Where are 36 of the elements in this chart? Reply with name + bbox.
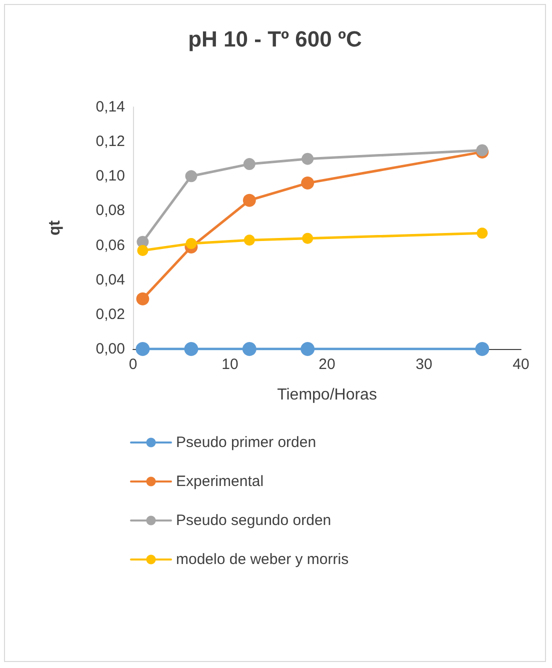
- x-tick-label: 0: [128, 356, 138, 373]
- y-tick-label: 0,12: [96, 133, 125, 150]
- x-tick-label: 30: [416, 356, 432, 373]
- point: [244, 234, 255, 246]
- legend-label: Experimental: [176, 473, 264, 490]
- y-tick-label: 0,10: [96, 168, 125, 185]
- point: [301, 176, 314, 190]
- y-tick-label: 0,06: [96, 236, 125, 254]
- point: [185, 170, 198, 182]
- y-tick-label: 0,14: [96, 98, 125, 116]
- x-axis-title: Tiempo/Horas: [277, 386, 377, 404]
- x-tick-label: 40: [512, 356, 530, 373]
- point: [136, 342, 150, 356]
- legend-label: Pseudo primer orden: [176, 434, 316, 451]
- x-tick-label: 20: [318, 356, 336, 373]
- y-axis-title: qt: [46, 220, 64, 236]
- point: [300, 342, 315, 356]
- point: [137, 244, 148, 256]
- y-tick-label: 0,02: [96, 306, 125, 323]
- point: [242, 194, 256, 207]
- point: [302, 232, 314, 244]
- point: [476, 228, 488, 239]
- y-tick-label: 0,00: [96, 340, 125, 358]
- point: [184, 342, 198, 356]
- chart-title: pH 10 - Tº 600 ºC: [188, 26, 362, 52]
- point: [136, 292, 150, 306]
- y-tick-label: 0,04: [96, 271, 125, 288]
- point: [186, 238, 197, 250]
- legend-label: modelo de weber y morris: [176, 551, 349, 568]
- point: [302, 152, 314, 165]
- x-tick-label: 10: [222, 356, 238, 373]
- y-tick-label: 0,08: [96, 202, 125, 220]
- point: [475, 342, 490, 356]
- point: [243, 158, 256, 170]
- legend-label: Pseudo segundo orden: [176, 512, 332, 529]
- point: [242, 342, 256, 356]
